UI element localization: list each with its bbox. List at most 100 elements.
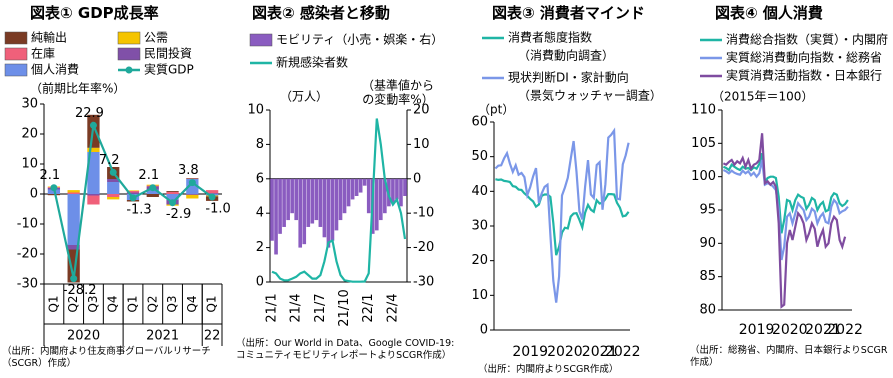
y-tick-label: 60: [471, 115, 488, 130]
bar: [318, 178, 323, 227]
legend-label: 現状判断DI・家計動向: [508, 70, 629, 85]
bar: [391, 178, 395, 203]
bar: [186, 194, 199, 195]
bar: [350, 178, 355, 200]
x-tick-label: 21/4: [289, 293, 304, 322]
bar: [294, 178, 299, 221]
y-tick-label: 50: [471, 149, 488, 164]
y-tick-label: 30: [471, 219, 488, 234]
legend-swatch: [4, 47, 28, 61]
legend-marker: [125, 66, 133, 74]
bar: [286, 178, 290, 221]
bar: [342, 178, 347, 214]
bar: [330, 178, 335, 241]
y-tick-label: -10: [17, 217, 38, 232]
source-note: （出所：内閣府よりSCGR作成）: [478, 364, 619, 375]
point: [129, 194, 137, 202]
y-axis-label: （前期比年率%）: [30, 81, 125, 96]
bar: [314, 178, 319, 221]
bar: [378, 178, 383, 221]
bar: [87, 147, 100, 152]
data-label: 7.2: [99, 153, 120, 168]
bar: [47, 194, 61, 196]
chart-title: 図表④ 個人消費: [715, 4, 823, 22]
x-group-label: 22: [204, 329, 221, 344]
series-line: [271, 118, 407, 283]
legend-note: （消費動向調査）: [518, 48, 614, 63]
bar: [366, 178, 371, 214]
data-label: 2.1: [40, 168, 61, 183]
y-tick-label: 90: [699, 236, 716, 251]
bar: [310, 178, 315, 224]
y2-tick-label: -30: [413, 275, 434, 290]
bar: [346, 178, 351, 207]
bar: [126, 192, 140, 194]
bar: [87, 194, 100, 196]
bar: [338, 178, 343, 221]
x-tick-label: 21/7: [313, 293, 328, 322]
data-label: -2.9: [166, 207, 191, 222]
bar: [67, 192, 80, 194]
x-tick-label: Q4: [106, 295, 120, 312]
y-tick-label: 0: [256, 275, 264, 290]
x-tick-label: 2021: [582, 344, 618, 360]
y-tick-label: 100: [691, 169, 716, 184]
bar: [334, 178, 339, 231]
legend-swatch: [117, 31, 141, 45]
bar: [67, 194, 80, 245]
x-tick-label: 21/10: [337, 289, 352, 326]
legend-label: 純輸出: [31, 30, 67, 45]
x-tick-label: Q4: [185, 295, 199, 312]
y-tick-label: 8: [256, 137, 264, 152]
x-tick-label: Q1: [126, 295, 140, 312]
x-tick-label: Q1: [205, 295, 219, 312]
y-tick-label: 6: [256, 171, 264, 186]
bar: [146, 189, 159, 194]
y2-axis-label: の変動率%）: [362, 92, 433, 107]
legend-swatch: [249, 33, 273, 47]
bar: [306, 178, 311, 227]
point: [169, 199, 177, 207]
bar: [278, 178, 282, 234]
y-tick-label: 105: [691, 136, 716, 151]
point: [109, 168, 117, 176]
legend-label: 実質GDP: [144, 62, 194, 77]
bar: [166, 191, 179, 194]
bar: [290, 178, 294, 214]
y2-tick-label: -20: [413, 240, 434, 255]
y-tick-label: -20: [17, 247, 38, 262]
legend-label: 新規感染者数: [276, 55, 348, 70]
y-tick-label: 30: [21, 97, 38, 112]
bar: [107, 194, 120, 197]
x-tick-label: 22/4: [385, 293, 400, 322]
bar: [395, 178, 399, 200]
x-tick-label: 2022: [827, 322, 863, 338]
y-tick-label: 40: [471, 184, 488, 199]
y-tick-label: 4: [256, 206, 264, 221]
y2-axis-label: （基準値から: [362, 78, 434, 93]
y-tick-label: 95: [699, 203, 716, 218]
bar: [374, 178, 379, 231]
bar: [146, 194, 159, 197]
y-tick-label: 2: [256, 240, 264, 255]
x-tick-label: Q2: [66, 295, 80, 312]
x-tick-label: 2021: [805, 322, 841, 338]
legend-swatch: [4, 31, 28, 45]
series-line: [722, 153, 849, 234]
point: [208, 193, 216, 201]
point: [149, 184, 157, 192]
point: [50, 184, 58, 192]
bar: [107, 179, 120, 182]
y-axis-label: （万人）: [280, 90, 328, 104]
bar: [166, 194, 179, 200]
legend-label: モビリティ（小売・娯楽・右）: [276, 32, 443, 47]
legend-label: 消費者態度指数: [508, 30, 592, 45]
data-label: 22.9: [75, 106, 104, 121]
series-line: [722, 133, 847, 309]
chart-title: 図表② 感染者と移動: [252, 4, 390, 22]
x-tick-label: 2022: [605, 344, 641, 360]
point: [89, 121, 97, 129]
bar: [322, 178, 327, 238]
